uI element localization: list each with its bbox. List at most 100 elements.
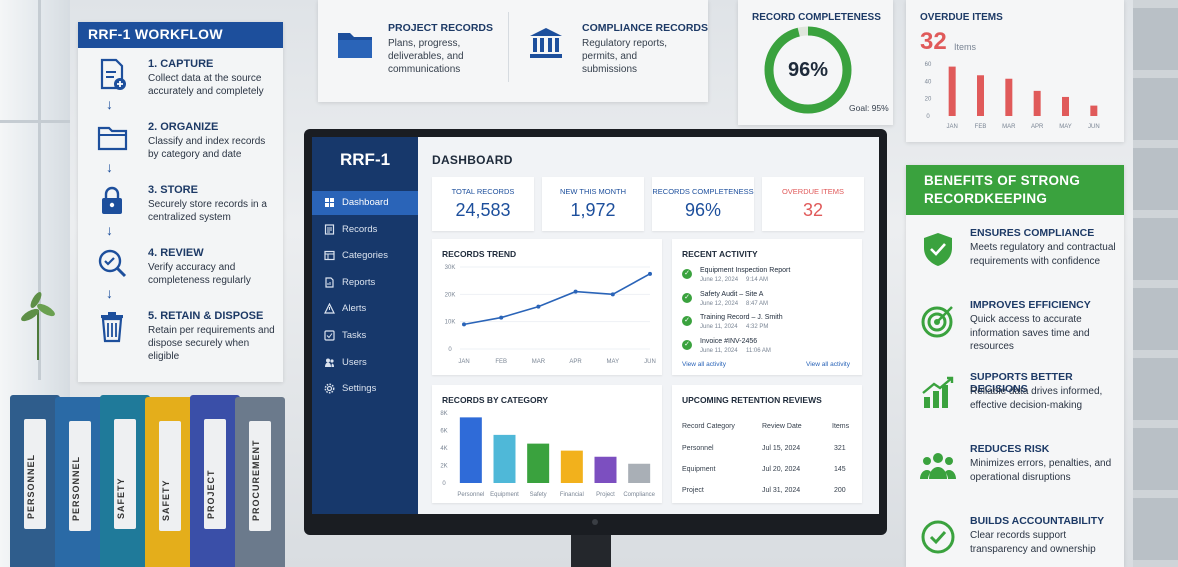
view-all-activity-link-right[interactable]: View all activity [806,361,850,368]
app-brand: RRF-1 [340,150,391,169]
check-icon: ✓ [682,316,692,326]
category-ytick: 0 [442,481,446,487]
trend-xtick: FEB [495,359,507,365]
table-cell: Personnel [682,445,714,452]
benefits-card: BENEFITS OF STRONG RECORDKEEPING ENSURES… [906,165,1124,567]
kpi-label: TOTAL RECORDS [451,187,515,196]
check-icon: ✓ [682,339,692,350]
camera-dot [592,519,598,525]
trend-point [462,322,466,327]
activity-item[interactable]: ✓ Equipment Inspection Report June 12, 202… [682,267,857,289]
recent-activity-panel: RECENT ACTIVITY ✓ Equipment Inspection Re… [672,239,862,375]
retention-title: UPCOMING RETENTION REVIEWS [682,395,822,405]
category-xtick: Compliance [623,492,655,498]
table-cell: Project [682,487,704,494]
activity-item[interactable]: ✓ Training Record – J. Smith June 11, 2024… [682,314,857,336]
category-ytick: 4K [440,446,447,452]
completeness-arc [764,26,852,114]
benefit-desc: Quick access to accurate information sav… [970,314,1090,352]
category-bar [527,443,550,483]
view-all-activity-link[interactable]: View all activity [682,361,726,368]
binder-label: PROCUREMENT [249,421,271,531]
overdue-unit: Items [954,42,977,52]
sidebar-item-settings[interactable]: Settings [312,377,418,401]
table-cell: Jul 20, 2024 [762,466,801,473]
binder-label-text: PERSONNEL [26,453,36,519]
lock-icon [102,186,122,214]
activity-item[interactable]: ✓ Invoice #INV-2456 June 11, 2024 11:06 AM [682,338,857,360]
workflow-step-title: 2. ORGANIZE [148,121,219,133]
binder-label: PERSONNEL [69,421,91,531]
category-xtick: Financial [560,492,584,498]
trend-ytick: 0 [448,347,452,353]
bookshelf-background [1133,0,1178,567]
overdue-xtick: JUN [1088,124,1100,130]
activity-item[interactable]: ✓ Safety Audit – Site A June 12, 2024 8:47 … [682,291,857,313]
sidebar-item-reports[interactable]: Reports [312,271,418,295]
trend-point [573,289,578,294]
kpi-card: TOTAL RECORDS 24,583 [432,177,534,231]
kpi-label: OVERDUE ITEMS [781,187,845,196]
shield-check-icon [924,233,952,266]
reports-icon [325,277,334,288]
workflow-step: 1. CAPTURE Collect data at the source acc… [92,58,282,114]
binder-label-text: PROJECT [206,469,216,519]
binder: PROCUREMENT [235,397,285,567]
records-by-category-panel: RECORDS BY CATEGORY 8K 6K 4K 2K 0 Personnel Eq… [432,385,662,503]
trend-point [536,304,541,309]
benefit-item: ENSURES COMPLIANCE Meets regulatory and c… [918,227,1124,295]
activity-date: June 12, 2024 [700,300,739,307]
overdue-xtick: MAY [1059,124,1072,130]
magnify-check-icon [98,249,127,278]
overdue-bar [1090,105,1098,116]
sidebar-item-dashboard[interactable]: Dashboard [312,191,418,215]
binder-label: PROJECT [204,419,226,529]
benefits-title: BENEFITS OF STRONG RECORDKEEPING [906,165,1124,215]
activity-date: June 11, 2024 [700,347,738,354]
category-xtick: Safety [530,492,547,498]
benefit-desc: Minimizes errors, penalties, and operati… [970,458,1112,483]
activity-time: 8:47 AM [746,300,769,307]
workflow-step-desc: Classify and index records by category a… [148,136,266,160]
tasks-icon [324,330,335,341]
sidebar-item-users[interactable]: Users [312,351,418,375]
sidebar-item-records[interactable]: Records [312,218,418,242]
kpi-value: 24,583 [455,200,511,220]
workflow-step-title: 1. CAPTURE [148,58,214,70]
sidebar-item-label: Users [342,356,367,368]
compliance-records-title: COMPLIANCE RECORDS [582,22,709,34]
workflow-step-desc: Collect data at the source accurately an… [148,73,264,97]
binder-label: SAFETY [114,419,136,529]
overdue-bar [1062,96,1069,116]
bar-chart-icon [922,376,954,408]
sidebar-item-categories[interactable]: Categories [312,244,418,268]
retention-header: Items [832,423,850,430]
binder: PERSONNEL [10,395,60,567]
category-bar [493,434,516,483]
overdue-bar-chart: 60 40 20 0 JAN FEB MAR APR MAY JUN [925,62,1100,130]
overdue-ytick: 40 [925,79,932,85]
check-icon: ✓ [682,292,692,303]
overdue-ytick: 60 [925,62,932,68]
project-records-desc: Plans, progress, deliverables, and commu… [388,38,464,75]
sidebar-item-label: Reports [342,276,376,288]
overdue-bar [1033,90,1041,116]
binder-label: SAFETY [159,421,181,531]
sidebar-item-label: Settings [342,383,377,395]
arrow-down-icon: ↓ [106,285,113,301]
document-add-icon [100,58,126,90]
workflow-title: RRF-1 WORKFLOW [78,22,283,48]
category-bar-chart: 8K 6K 4K 2K 0 Personnel Equipment Safety Financi… [440,411,655,498]
sidebar-item-alerts[interactable]: Alerts [312,297,418,321]
activity-date: June 11, 2024 [700,324,738,330]
sidebar-item-tasks[interactable]: Tasks [312,324,418,348]
activity-time: 9:14 AM [746,277,769,283]
category-title: RECORDS BY CATEGORY [442,395,549,405]
sidebar-item-label: Categories [342,250,388,262]
category-ytick: 2K [440,464,447,470]
category-bar [594,456,617,483]
binder-label-text: PERSONNEL [71,455,81,521]
category-bar [459,417,482,483]
retention-reviews-panel: UPCOMING RETENTION REVIEWS Record Catego… [672,385,862,503]
completeness-card: RECORD COMPLETENESS 96% Goal: 95% [738,0,893,125]
